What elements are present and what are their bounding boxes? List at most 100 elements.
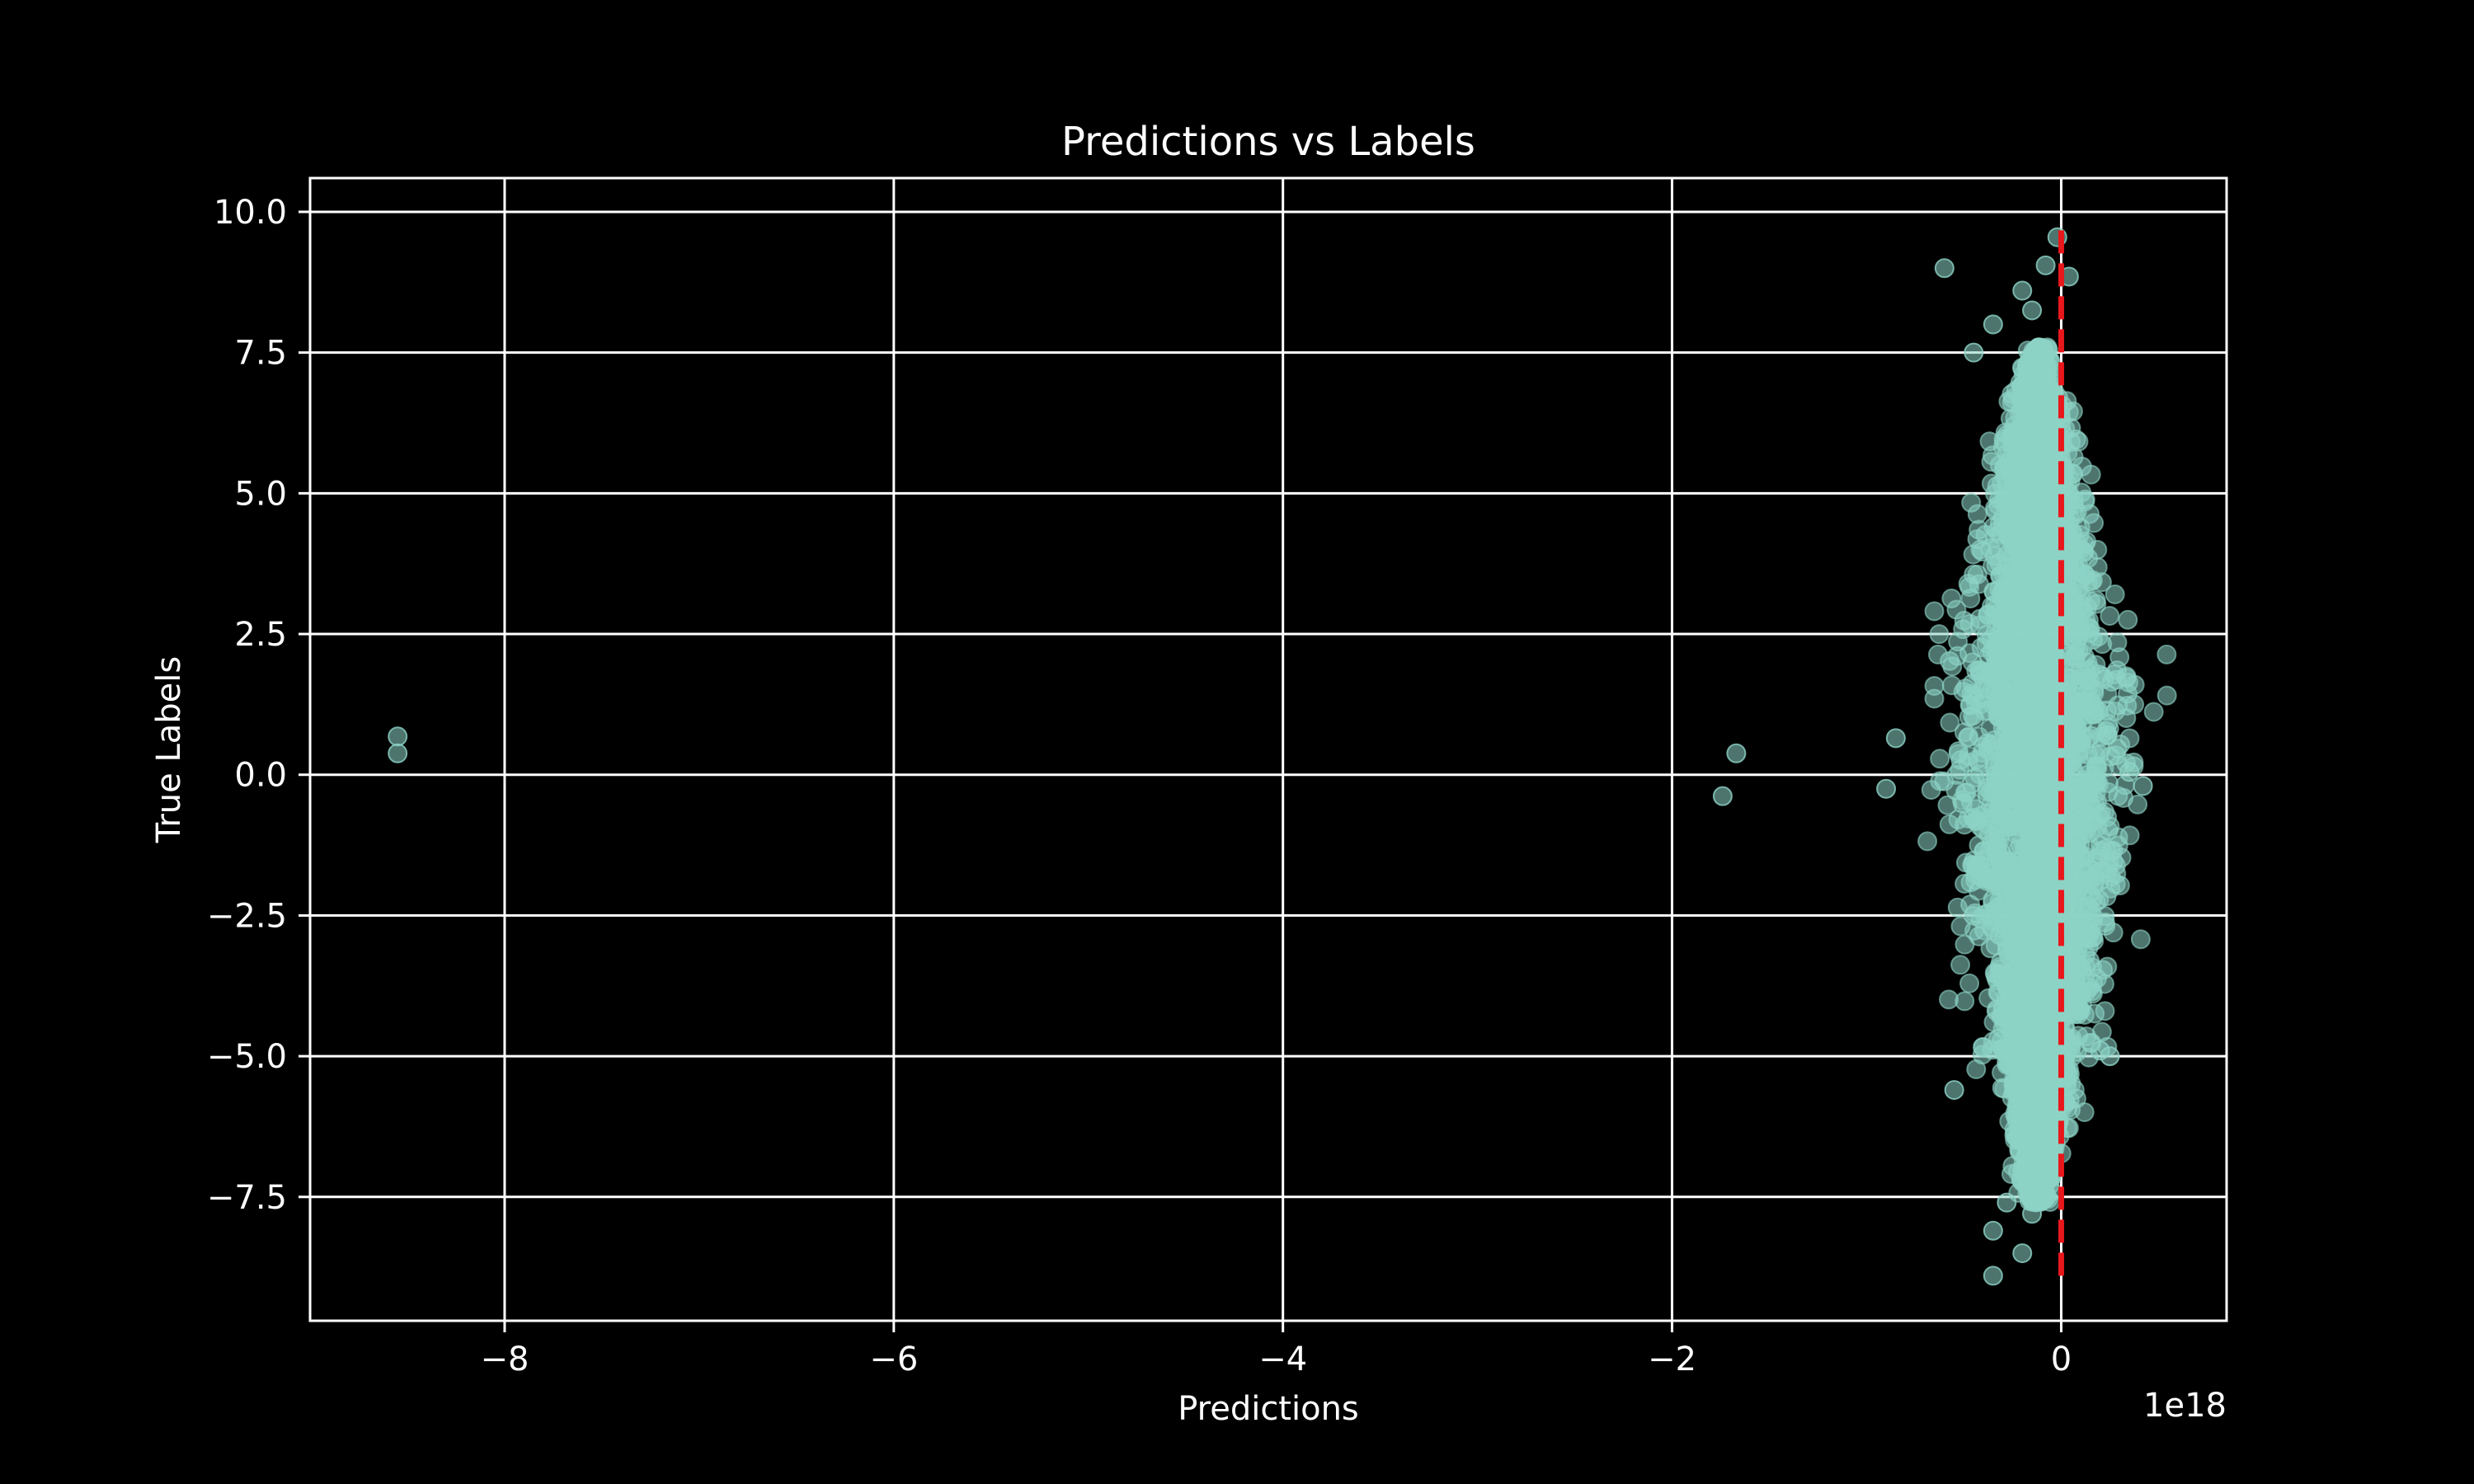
scatter-point [1982,1220,2003,1241]
scatter-point [2107,632,2128,653]
scatter-point [2034,1101,2055,1122]
x-axis-offset-label: 1e18 [2143,1387,2227,1425]
x-tick-label: −6 [869,1341,918,1378]
scatter-point [1987,538,2008,559]
scatter-point [2098,857,2119,878]
scatter-point [1934,258,1954,279]
scatter-point [2002,923,2023,944]
scatter-point [2018,670,2039,691]
scatter-point [2157,685,2177,706]
x-axis-ticks: −8 −6 −4 −2 0 [480,1321,2072,1378]
y-tick-label: 0.0 [234,757,287,795]
y-tick-label: 2.5 [234,616,287,654]
scatter-point [1960,895,1981,915]
y-tick-label: 5.0 [234,475,287,513]
scatter-point [2097,807,2118,828]
scatter-point [2028,625,2048,646]
scatter-point [1921,780,1941,801]
scatter-point [2119,825,2140,846]
scatter-point [388,726,408,747]
scatter-point [2002,810,2023,830]
scatter-point [2013,572,2034,593]
scatter-point [2079,504,2100,524]
scatter-point [1968,660,1989,680]
scatter-point [1968,926,1989,946]
scatter-point [2071,986,2091,1007]
y-axis-ticks: 10.0 7.5 5.0 2.5 0.0 −2.5 −5.0 −7.5 [207,194,310,1217]
scatter-point [2028,1172,2048,1192]
scatter-point [1987,667,2007,688]
scatter-point [2068,626,2089,646]
scatter-point [2023,730,2044,750]
scatter-point [1944,1080,1964,1101]
scatter-point [2087,539,2108,560]
scatter-point [1960,872,1981,893]
scatter-point [1979,431,2000,452]
scatter-point [1924,601,1945,622]
x-tick-label: −8 [480,1341,529,1378]
scatter-point [2064,885,2085,906]
y-tick-label: 7.5 [234,335,287,373]
scatter-point [1999,509,2020,529]
scatter-point [2063,815,2084,836]
scatter-point [2013,1121,2034,1142]
scatter-point [1876,778,1897,799]
y-tick-label: −7.5 [207,1179,287,1217]
scatter-point [2074,926,2095,946]
scatter-point [2022,300,2043,321]
scatter-point [1985,483,2006,504]
chart-title: Predictions vs Labels [1061,119,1475,165]
scatter-point [1950,759,1970,780]
scatter-point [2095,912,2115,932]
scatter-point [2086,892,2106,913]
scatter-point [2128,794,2148,815]
scatter-point [2094,974,2114,994]
scatter-point [1984,751,2005,772]
scatter-point [1968,726,1989,747]
scatter-point [1924,688,1945,709]
scatter-point [2027,364,2048,384]
scatter-point [1966,1059,1987,1079]
scatter-point [2022,1204,2043,1224]
scatter-point [2060,731,2081,752]
scatter-point [1940,712,1960,733]
scatter-point [2067,942,2088,963]
scatter-point [1964,686,1984,707]
scatter-point [1950,955,1971,975]
scatter-point [1940,650,1960,671]
scatter-point [1973,1037,1993,1058]
scatter-point [2100,606,2120,627]
scatter-point [2025,555,2046,575]
scatter-point [2032,385,2053,406]
scatter-point [1999,452,2020,472]
scatter-point [2076,864,2096,885]
scatter-point [2032,785,2053,805]
scatter-point [1953,619,1973,640]
scatter-point [2075,565,2095,585]
scatter-point [1984,604,2005,625]
scatter-point [2119,728,2140,749]
scatter-point [388,743,408,763]
scatter-point [1982,1266,2003,1286]
scatter-point [2080,812,2100,833]
scatter-point [2012,280,2033,301]
scatter-point [1930,749,1950,769]
scatter-point [1982,314,2003,335]
grid-lines [310,178,2227,1321]
x-axis-label: Predictions [1178,1390,1359,1428]
scatter-point [1959,576,1980,597]
scatter-point [2118,609,2138,630]
scatter-point [1991,784,2011,805]
scatter-point [2133,776,2153,796]
scatter-point [2116,666,2137,687]
scatter-point [2157,644,2177,665]
y-axis-label: True Labels [150,656,188,843]
scatter-point [2007,626,2028,646]
scatter-point [2030,468,2050,489]
scatter-point [2027,1012,2048,1032]
scatter-point [1997,1192,2017,1213]
scatter-point [2035,255,2056,275]
scatter-point [2067,709,2088,730]
scatter-point [2117,695,2138,716]
